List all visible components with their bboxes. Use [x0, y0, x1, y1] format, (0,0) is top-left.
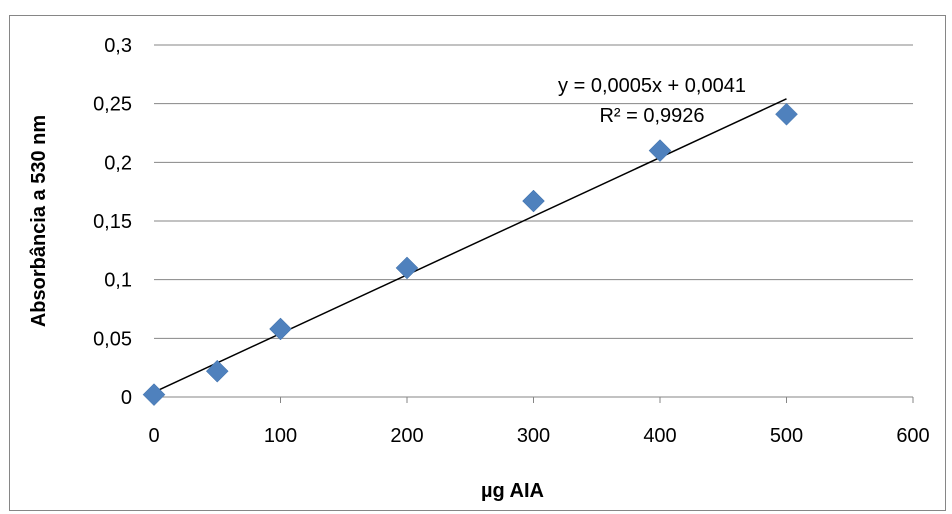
data-point — [205, 359, 229, 383]
x-axis-ticks: 0 100 200 300 400 500 600 — [148, 397, 930, 447]
trendline-equation: y = 0,0005x + 0,0041 — [558, 75, 746, 97]
data-point — [395, 256, 419, 280]
y-axis-ticks: 0 0,05 0,1 0,15 0,2 0,25 0,3 — [93, 35, 132, 409]
x-tick-label: 600 — [896, 425, 929, 447]
x-tick-label: 500 — [770, 425, 803, 447]
y-tick-label: 0,15 — [93, 211, 132, 233]
y-tick-label: 0 — [121, 387, 132, 409]
chart-frame — [9, 15, 946, 511]
x-tick-label: 100 — [264, 425, 297, 447]
x-tick-label: 400 — [643, 425, 676, 447]
data-point — [522, 189, 545, 213]
y-tick-label: 0,25 — [93, 94, 132, 116]
data-point — [648, 139, 672, 162]
x-tick-label: 200 — [390, 425, 423, 447]
data-point — [775, 102, 798, 126]
x-tick-label: 0 — [148, 425, 159, 447]
y-tick-label: 0,2 — [104, 152, 132, 174]
y-tick-label: 0,1 — [104, 270, 132, 292]
data-point — [269, 317, 292, 341]
x-axis-title: µg AIA — [481, 480, 544, 502]
data-point — [142, 383, 166, 407]
data-points — [142, 102, 798, 407]
y-tick-label: 0,05 — [93, 328, 132, 350]
x-tick-label: 300 — [517, 425, 550, 447]
trendline — [153, 98, 787, 393]
y-tick-label: 0,3 — [104, 35, 132, 57]
trendline-r2: R² = 0,9926 — [599, 105, 704, 127]
y-axis-title: Absorbância a 530 nm — [28, 115, 50, 327]
